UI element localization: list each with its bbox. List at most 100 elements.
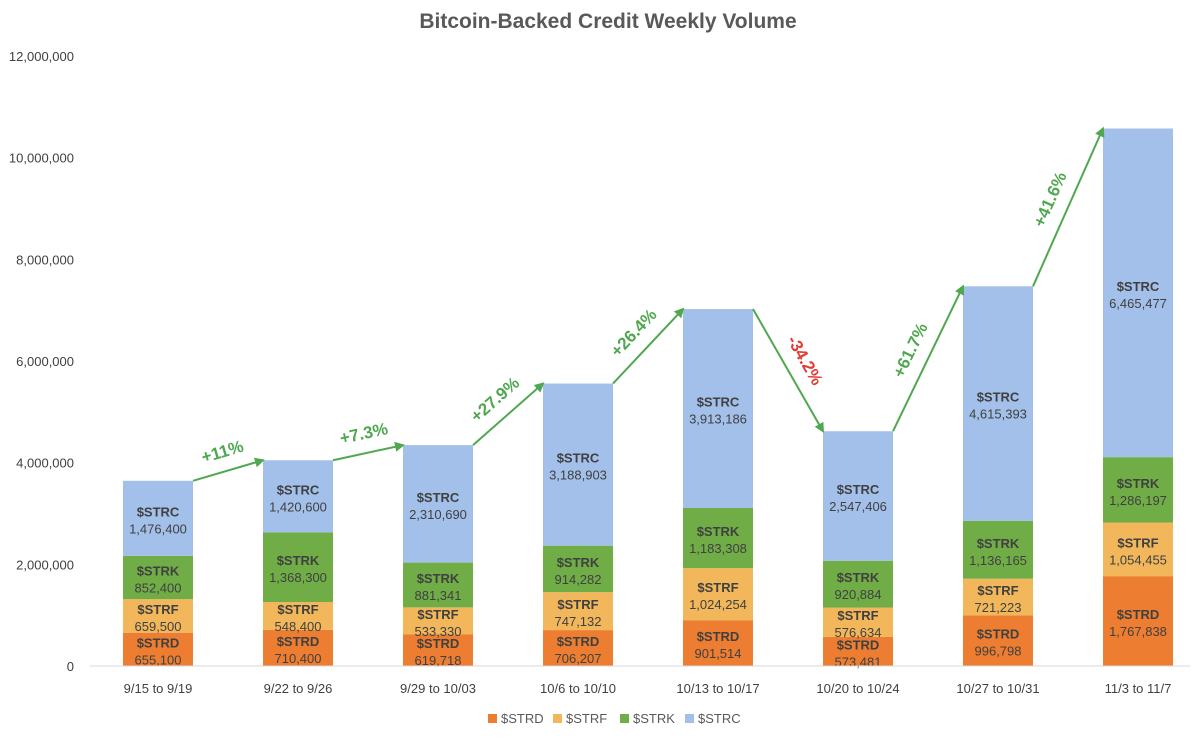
x-tick-label: 10/6 to 10/10 [540,681,616,696]
segment-series-label: $STRC [417,490,460,505]
bar-segment-strk [123,555,193,600]
legend-swatch [685,714,694,723]
bar-stack: $STRD 573,481 $STRF 576,634 $STRK 920,884 $STR… [823,431,893,669]
bar-segment-strf [823,607,893,637]
segment-value-label: 2,310,690 [409,507,467,522]
bar-segment-strf [403,607,473,635]
segment-value-label: 881,341 [415,588,462,603]
bar-stack: $STRD 1,767,838 $STRF 1,054,455 $STRK 1,286,1… [1103,128,1173,666]
segment-series-label: $STRK [277,553,320,568]
bar-segment-strf [263,602,333,630]
segment-series-label: $STRD [977,627,1020,642]
y-axis: 0 2,000,000 4,000,000 6,000,000 8,000,000 10,… [9,49,74,674]
segment-series-label: $STRD [417,636,460,651]
segment-value-label: 1,136,165 [969,553,1027,568]
segment-value-label: 710,400 [275,651,322,666]
segment-series-label: $STRC [277,482,320,497]
change-arrow [1032,126,1105,287]
segment-value-label: 659,500 [135,619,182,634]
segment-series-label: $STRD [837,637,880,652]
bar-segment-strc [123,480,193,556]
segment-value-label: 1,183,308 [689,541,747,556]
segment-value-label: 2,547,406 [829,499,887,514]
bar-segment-strc [963,286,1033,521]
bar-segment-strd [543,630,613,666]
segment-value-label: 721,223 [975,600,1022,615]
legend: $STRD $STRF $STRK $STRC [488,711,741,726]
bar-stack: $STRD 901,514 $STRF 1,024,254 $STRK 1,183,308… [683,309,753,666]
x-tick-label: 11/3 to 11/7 [1105,681,1172,696]
x-tick-label: 10/27 to 10/31 [956,681,1039,696]
segment-value-label: 1,054,455 [1109,552,1167,567]
segment-series-label: $STRK [137,564,180,579]
bar-segment-strd [263,629,333,666]
bar-stack: $STRD 619,718 $STRF 533,330 $STRK 881,341 $STR… [403,445,473,668]
legend-label: $STRC [698,711,741,726]
segment-series-label: $STRD [137,635,180,650]
segment-value-label: 914,282 [555,572,602,587]
bar-segment-strk [823,560,893,608]
change-percent-label: +11% [199,437,246,467]
bar-segment-strf [1103,522,1173,577]
legend-item: $STRD [488,711,544,726]
segment-value-label: 1,286,197 [1109,493,1167,508]
change-percent-label: +26.4% [607,305,661,360]
segment-value-label: 1,024,254 [689,597,747,612]
segment-series-label: $STRK [697,524,740,539]
y-tick-label: 8,000,000 [16,252,74,267]
y-tick-label: 12,000,000 [9,49,74,64]
y-tick-label: 6,000,000 [16,354,74,369]
y-tick-label: 4,000,000 [16,456,74,471]
change-arrow [892,284,965,432]
legend-label: $STRK [633,711,675,726]
segment-series-label: $STRD [697,629,740,644]
bar-segment-strf [963,578,1033,616]
bar-stack: $STRD 706,207 $STRF 747,132 $STRK 914,282 $STR… [543,383,613,666]
segment-series-label: $STRF [557,597,598,612]
segment-series-label: $STRC [697,394,740,409]
bar-segment-strc [683,309,753,508]
segment-series-label: $STRK [417,571,460,586]
segment-value-label: 533,330 [415,624,462,639]
bar-segment-strc [1103,128,1173,458]
change-percent-label: -34.2% [783,332,826,388]
change-percent-label: +27.9% [467,373,523,426]
segment-value-label: 3,188,903 [549,468,607,483]
legend-swatch [488,714,497,723]
segment-value-label: 573,481 [835,654,882,669]
segment-series-label: $STRK [977,536,1020,551]
legend-item: $STRF [553,711,607,726]
segment-value-label: 1,420,600 [269,499,327,514]
legend-label: $STRF [566,711,607,726]
bar-segment-strc [403,445,473,563]
bar-segment-strf [683,568,753,621]
bar-segment-strf [543,592,613,631]
segment-series-label: $STRD [557,634,600,649]
change-arrow [332,441,405,462]
segment-series-label: $STRD [1117,607,1160,622]
segment-value-label: 1,368,300 [269,570,327,585]
x-axis: 9/15 to 9/19 9/22 to 9/26 9/29 to 10/03 10/… [90,665,1190,696]
legend-label: $STRD [501,711,544,726]
change-percent-label: +7.3% [338,419,390,448]
segment-value-label: 655,100 [135,652,182,667]
segment-value-label: 576,634 [835,625,882,640]
segment-series-label: $STRF [977,583,1018,598]
change-arrow [752,308,824,433]
bar-stack: $STRD 655,100 $STRF 659,500 $STRK 852,400 $STR… [123,480,193,667]
change-arrow [192,457,265,482]
segment-series-label: $STRF [837,608,878,623]
segment-series-label: $STRD [277,634,320,649]
plot-area: $STRD 655,100 $STRF 659,500 $STRK 852,400 $STR… [123,128,1173,669]
segment-series-label: $STRK [1117,476,1160,491]
bar-stack: $STRD 710,400 $STRF 548,400 $STRK 1,368,300 $S… [263,460,333,666]
x-tick-label: 10/13 to 10/17 [676,681,759,696]
legend-swatch [553,714,562,723]
segment-value-label: 747,132 [555,614,602,629]
segment-value-label: 920,884 [835,587,882,602]
bar-segment-strk [543,545,613,593]
segment-series-label: $STRC [557,451,600,466]
change-arrow [612,307,685,385]
segment-value-label: 706,207 [555,651,602,666]
